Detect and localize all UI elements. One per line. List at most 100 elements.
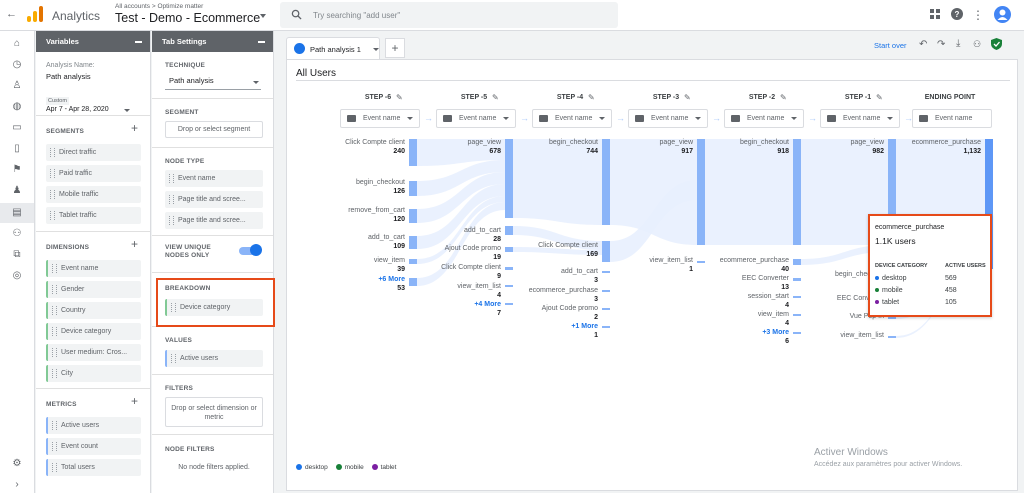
toggle-knob[interactable] [250,244,262,256]
node-bar[interactable] [505,267,513,270]
people-icon[interactable]: ⚇ [12,228,22,239]
dimension-chip[interactable]: Gender [46,281,141,298]
flag-icon[interactable]: ⚑ [12,164,22,175]
node-label[interactable]: ecommerce_purchase [719,257,789,264]
node-label[interactable]: page_view [659,139,693,146]
segment-drop-zone[interactable]: Drop or select segment [165,121,263,138]
node-label[interactable]: ecommerce_purchase [528,287,598,294]
node-label[interactable]: begin_checkout [548,139,598,146]
node-label[interactable]: begin_checkout [739,139,789,146]
verified-shield-icon[interactable] [991,38,1002,52]
node-bar[interactable] [888,139,896,253]
chevron-down-icon[interactable] [260,14,266,18]
node-label[interactable]: remove_from_cart [348,207,405,214]
add-segment-plus-icon[interactable]: + [130,121,138,135]
segment-chip[interactable]: Direct traffic [46,144,141,161]
dimension-chip[interactable]: User medium: Cros... [46,344,141,361]
node-label[interactable]: add_to_cart [368,234,405,241]
segment-chip[interactable]: Tablet traffic [46,207,141,224]
globe-icon[interactable]: ◍ [12,101,22,112]
node-bar[interactable] [409,209,417,223]
step-node-type-selector[interactable]: Event name [532,109,612,128]
step-header[interactable]: STEP -2 [748,94,776,101]
step-header[interactable]: STEP -5 [460,94,488,101]
node-label[interactable]: Click Compte client [441,264,501,271]
node-bar[interactable] [505,303,513,305]
metric-chip[interactable]: Active users [46,417,141,434]
home-icon[interactable]: ⌂ [13,38,21,49]
analysis-nav-selected[interactable] [0,203,34,223]
node-label[interactable]: add_to_cart [464,227,501,234]
node-bar[interactable] [793,278,801,281]
back-arrow-icon[interactable]: ← [6,8,17,20]
share-users-icon[interactable]: ⚇ [973,39,982,49]
metric-chip[interactable]: Total users [46,459,141,476]
undo-icon[interactable]: ↶ [919,39,928,50]
avatar[interactable] [994,6,1011,23]
node-bar[interactable] [888,317,896,319]
dimension-chip[interactable]: Device category [46,323,141,340]
account-breadcrumb[interactable]: All accounts > Optimize matter [115,3,204,10]
add-tab-button[interactable]: + [385,38,405,58]
dimension-chip[interactable]: City [46,365,141,382]
analysis-name-value[interactable]: Path analysis [46,72,91,81]
node-label[interactable]: begin_checkout [355,179,405,186]
edit-pencil-icon[interactable]: ✎ [684,93,691,102]
tab-dropdown-icon[interactable] [373,48,379,51]
analysis-icon[interactable]: ▤ [12,207,22,218]
node-bar[interactable] [505,139,513,218]
chevron-down-icon[interactable] [503,117,509,120]
node-bar[interactable] [409,236,417,249]
start-over-button[interactable]: Start over [874,41,907,50]
node-bar[interactable] [409,181,417,196]
apps-grid-icon[interactable] [928,8,942,22]
node-bar[interactable] [793,259,801,265]
node-bar[interactable] [793,314,801,316]
node-bar[interactable] [793,296,801,298]
node-label[interactable]: Ajout Code promo [444,245,501,252]
step-header[interactable]: STEP -4 [556,94,584,101]
hierarchy-icon[interactable]: ⧉ [13,249,21,260]
more-nodes-link[interactable]: +1 More [571,323,598,330]
node-bar[interactable] [602,271,610,273]
help-icon[interactable]: ? [950,8,964,22]
more-nodes-link[interactable]: +4 More [474,301,501,308]
download-icon[interactable]: ⤓ [956,38,961,49]
node-bar[interactable] [505,285,513,287]
tab-path-analysis-1[interactable]: Path analysis 1 [286,37,380,59]
node-bar[interactable] [602,139,610,225]
node-label[interactable]: ecommerce_purchase [911,139,981,146]
chevron-down-icon[interactable] [407,117,413,120]
redo-icon[interactable]: ↷ [937,39,946,50]
node-bar[interactable] [505,247,513,252]
person-icon[interactable]: ♙ [12,80,22,91]
step-node-type-selector[interactable]: Event name [724,109,804,128]
step-node-type-selector[interactable]: Event name [628,109,708,128]
node-label[interactable]: view_item_list [457,283,501,290]
step-header[interactable]: STEP -1 [844,94,872,101]
node-label[interactable]: add_to_cart [561,268,598,275]
user-retention-icon[interactable]: ♟ [12,185,22,196]
node-label[interactable]: session_start [747,293,789,300]
node-bar[interactable] [602,290,610,292]
node-bar[interactable] [505,226,513,235]
devices-icon[interactable]: ▯ [14,143,20,154]
node-label[interactable]: Click Compte client [538,242,598,249]
edit-pencil-icon[interactable]: ✎ [876,93,883,102]
chevron-down-icon[interactable] [599,117,605,120]
node-bar[interactable] [409,278,417,286]
node-bar[interactable] [985,139,993,269]
technique-dropdown-icon[interactable] [253,81,259,84]
node-label[interactable]: Ajout Code promo [541,305,598,312]
target-icon[interactable]: ◎ [12,270,22,281]
edit-pencil-icon[interactable]: ✎ [588,93,595,102]
credit-card-icon[interactable]: ▭ [12,122,22,133]
node-label[interactable]: view_item [373,257,405,264]
step-node-type-selector[interactable]: Event name [912,109,992,128]
edit-pencil-icon[interactable]: ✎ [396,93,403,102]
node-type-chip[interactable]: Page title and scree... [165,212,263,229]
technique-select[interactable]: Path analysis [165,76,261,90]
node-bar[interactable] [409,259,417,264]
node-label[interactable]: EEC Converter [741,275,789,282]
unique-nodes-toggle[interactable] [239,247,259,255]
